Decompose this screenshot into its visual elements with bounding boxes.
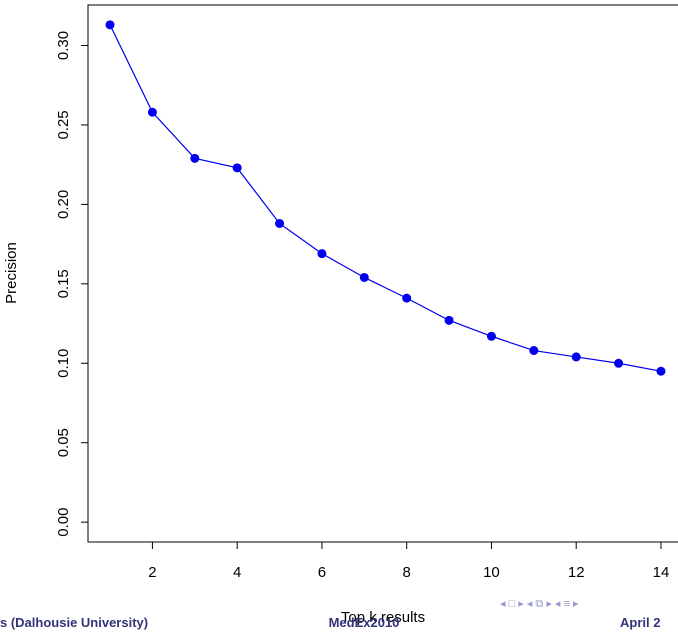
y-axis-label: Precision [3,242,20,304]
point [656,367,665,376]
y-tick-label: 0.30 [55,31,72,60]
point [317,249,326,258]
x-tick-label: 4 [233,564,241,581]
x-tick-label: 6 [318,564,326,581]
page: Precision Top k results s (Dalhousie Uni… [0,0,678,632]
footer-center: MedEx2010 [329,615,400,630]
point [233,163,242,172]
point [529,346,538,355]
footer-left: s (Dalhousie University) [0,615,148,630]
x-tick-label: 2 [148,564,156,581]
x-tick-label: 12 [568,564,585,581]
point [487,332,496,341]
y-tick-label: 0.00 [55,508,72,537]
point [148,108,157,117]
x-tick-label: 14 [653,564,670,581]
footer-right: April 2 [620,615,660,630]
nav-symbols: ◂ □ ▸ ◂ ⧉ ▸ ◂ ≡ ▸ [500,598,579,610]
y-tick-label: 0.05 [55,428,72,457]
y-tick-label: 0.25 [55,110,72,139]
point [402,294,411,303]
point [445,316,454,325]
nav-icon[interactable]: ◂ □ ▸ ◂ ⧉ ▸ ◂ ≡ ▸ [500,598,579,610]
point [106,20,115,29]
x-tick-label: 10 [483,564,500,581]
plot-box [88,5,678,542]
point [275,219,284,228]
x-tick-label: 8 [403,564,411,581]
series-line [110,25,661,371]
point [614,359,623,368]
point [360,273,369,282]
point [572,352,581,361]
y-tick-label: 0.15 [55,269,72,298]
point [190,154,199,163]
y-tick-label: 0.20 [55,190,72,219]
slide: Precision Top k results s (Dalhousie Uni… [0,0,678,632]
y-tick-label: 0.10 [55,349,72,378]
